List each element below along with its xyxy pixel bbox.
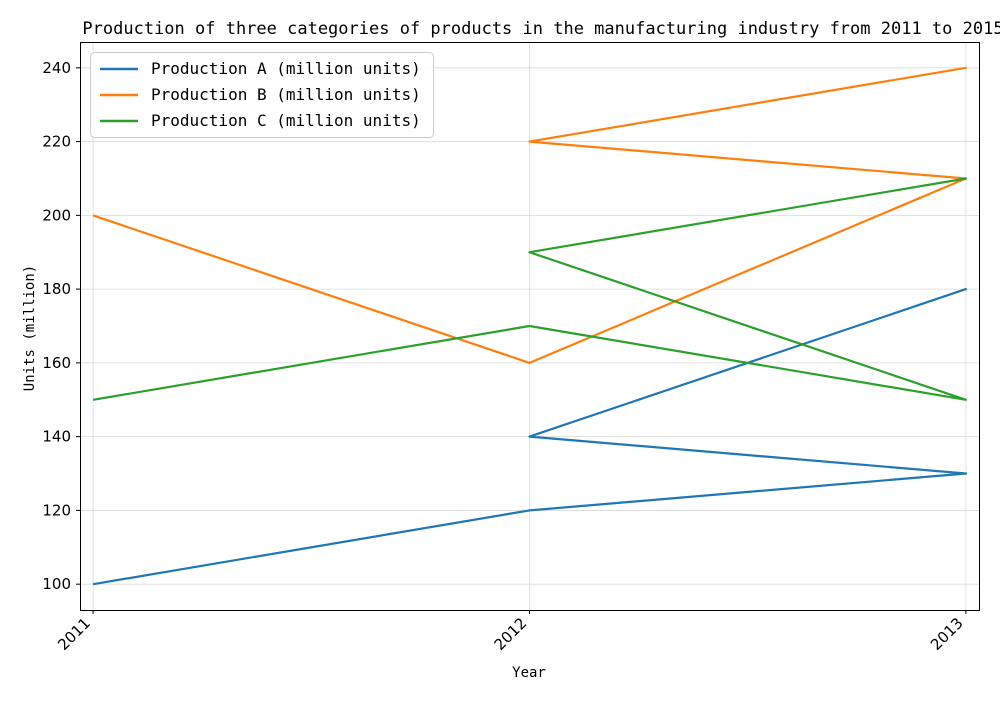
series-line-1 xyxy=(92,288,968,586)
axis-ticks: 100 120 140 160 180 200 220 240 2011 2012 2013 xyxy=(42,59,966,654)
series-lines xyxy=(92,66,968,586)
y-tick-label: 180 xyxy=(42,280,71,298)
x-tick-label: 2013 xyxy=(927,614,967,654)
legend-label-3: Production C (million units) xyxy=(151,111,421,130)
grid-lines xyxy=(80,42,979,610)
legend: Production A (million units) Production B… xyxy=(90,52,434,138)
x-tick-label: 2012 xyxy=(491,614,531,654)
y-tick-label: 220 xyxy=(42,133,71,151)
chart-title: Production of three categories of produc… xyxy=(82,19,1000,39)
x-axis-label: Year xyxy=(512,665,546,681)
legend-label-1: Production A (million units) xyxy=(151,59,421,78)
y-tick-label: 100 xyxy=(42,575,71,593)
x-tick-label: 2011 xyxy=(54,614,94,654)
y-tick-label: 200 xyxy=(42,206,71,224)
series-line-3 xyxy=(92,177,968,401)
legend-box xyxy=(90,52,434,138)
y-tick-label: 120 xyxy=(42,501,71,519)
legend-label-2: Production B (million units) xyxy=(151,85,421,104)
y-axis-label: Units (million) xyxy=(22,265,38,391)
series-line-2 xyxy=(92,66,968,364)
y-tick-label: 140 xyxy=(42,428,71,446)
y-tick-label: 240 xyxy=(42,59,71,77)
y-tick-label: 160 xyxy=(42,354,71,372)
